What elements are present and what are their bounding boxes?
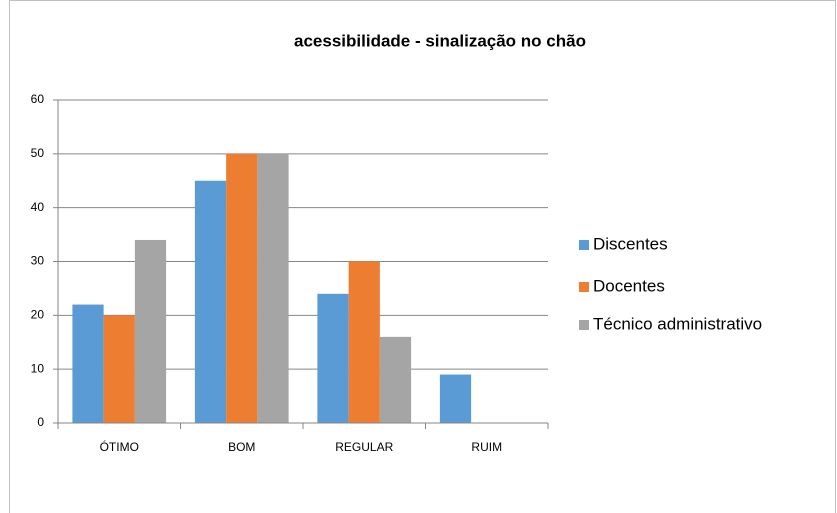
legend-label: Técnico administrativo	[593, 314, 762, 333]
y-tick-label: 20	[31, 308, 45, 322]
legend-swatch	[579, 320, 589, 330]
bar	[317, 293, 349, 423]
x-tick-label: ÓTIMO	[100, 439, 139, 454]
legend-swatch	[579, 240, 589, 250]
y-tick-label: 50	[31, 146, 45, 160]
bar	[379, 336, 412, 423]
x-tick-label: REGULAR	[335, 440, 393, 454]
chart-border	[9, 0, 836, 513]
bar	[439, 374, 472, 423]
x-tick-label: RUIM	[471, 440, 502, 454]
y-tick-label: 30	[31, 254, 45, 268]
bar	[134, 239, 167, 423]
bar	[72, 304, 104, 423]
legend-label: Discentes	[593, 234, 668, 253]
x-tick-label: BOM	[228, 440, 255, 454]
bar	[348, 261, 380, 423]
y-tick-label: 40	[31, 200, 45, 214]
legend-swatch	[579, 282, 589, 292]
legend-label: Docentes	[593, 276, 665, 295]
chart-title: acessibilidade - sinalização no chão	[294, 31, 586, 50]
bar	[257, 153, 289, 424]
bar	[226, 153, 258, 424]
y-tick-label: 0	[37, 415, 44, 429]
bar	[103, 315, 135, 423]
y-tick-label: 60	[31, 92, 45, 106]
y-tick-label: 10	[31, 361, 45, 375]
bar	[194, 180, 227, 423]
